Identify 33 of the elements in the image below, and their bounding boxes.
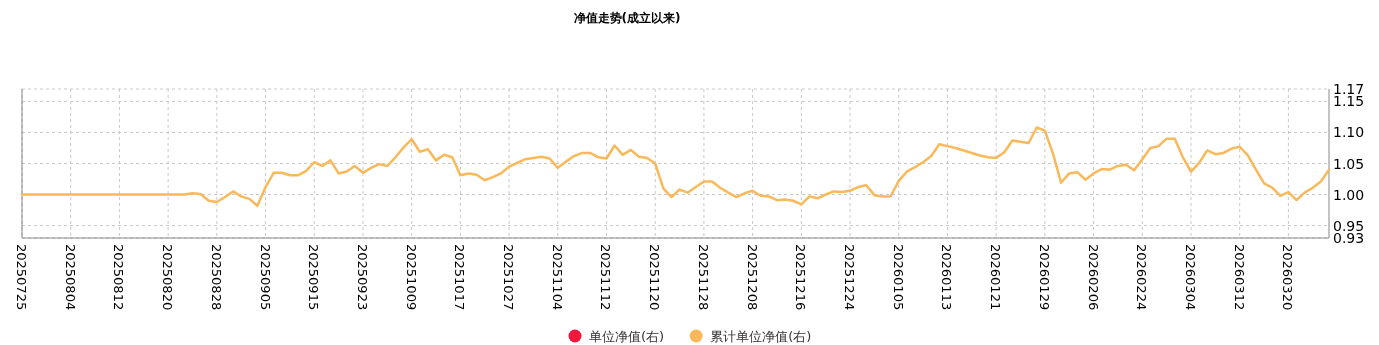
x-tick-label: 20260304 xyxy=(1182,244,1198,311)
x-tick-label: 20251128 xyxy=(695,244,711,311)
legend-label: 单位净值(右) xyxy=(589,328,665,344)
x-tick-label: 20251027 xyxy=(501,244,517,311)
x-tick-label: 20251208 xyxy=(744,244,760,311)
x-tick-label: 20250828 xyxy=(208,244,224,311)
x-tick-label: 20251224 xyxy=(842,244,858,311)
y2-tick-label: 1.05 xyxy=(1333,155,1365,172)
x-tick-label: 20260320 xyxy=(1280,244,1296,311)
x-tick-label: 20251120 xyxy=(647,244,663,311)
chart-title: 净值走势(成立以来) xyxy=(573,11,681,25)
x-tick-label: 20260113 xyxy=(939,244,955,311)
x-tick-label: 20260224 xyxy=(1134,244,1150,311)
x-tick-label: 20250812 xyxy=(111,244,127,311)
x-tick-label: 20260105 xyxy=(890,244,906,311)
legend-label: 累计单位净值(右) xyxy=(710,328,812,344)
x-tick-label: 20260129 xyxy=(1036,244,1052,311)
x-tick-label: 20251112 xyxy=(598,244,614,311)
y2-tick-label: 1.10 xyxy=(1333,124,1365,141)
x-tick-label: 20250923 xyxy=(354,244,370,311)
x-tick-label: 20250725 xyxy=(14,244,29,311)
x-tick-label: 20260206 xyxy=(1085,244,1101,311)
x-tick-label: 20251216 xyxy=(793,244,809,311)
x-tick-label: 20251104 xyxy=(549,244,565,311)
x-tick-label: 20260121 xyxy=(988,244,1004,311)
x-tick-label: 20250820 xyxy=(160,244,176,311)
x-tick-label: 20250804 xyxy=(62,244,78,311)
x-tick-label: 20260312 xyxy=(1231,244,1247,311)
y2-tick-label: 1.00 xyxy=(1333,186,1365,203)
x-tick-label: 20250905 xyxy=(257,244,273,311)
x-tick-label: 20251017 xyxy=(452,244,468,311)
x-tick-label: 20250915 xyxy=(306,244,322,311)
x-tick-label: 20251009 xyxy=(403,244,419,311)
